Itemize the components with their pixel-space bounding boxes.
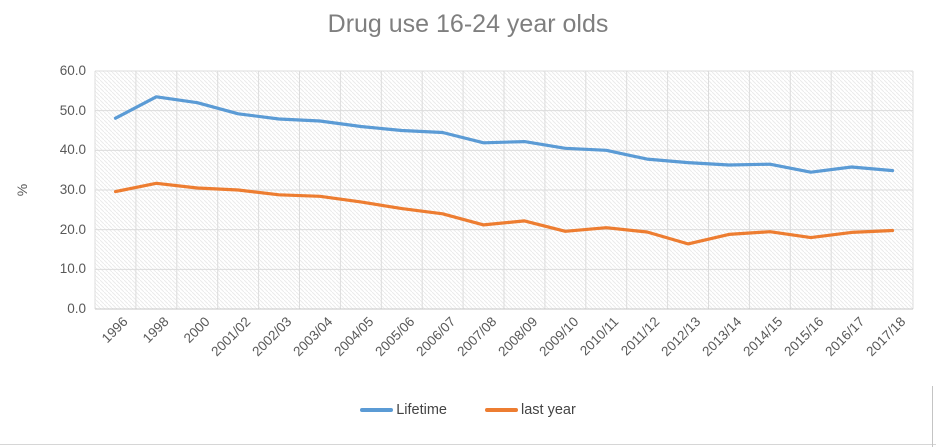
series-line-last-year — [113, 181, 895, 246]
y-tick-label: 20.0 — [59, 221, 86, 237]
y-tick-label: 60.0 — [59, 63, 86, 78]
lifetime-line-swatch — [360, 408, 394, 412]
legend-label-lifetime: Lifetime — [396, 402, 447, 418]
y-tick-label: 10.0 — [59, 261, 86, 277]
chart-title: Drug use 16-24 year olds — [327, 10, 609, 38]
legend-label-last-year: last year — [520, 402, 576, 418]
y-tick-label: 30.0 — [59, 182, 86, 197]
legend: Lifetime last year — [0, 402, 936, 418]
y-tick-label: 50.0 — [59, 102, 86, 118]
y-tick-label: 40.0 — [59, 142, 86, 158]
sheet-gridline-right — [932, 386, 933, 447]
legend-item-last-year: last year — [484, 402, 576, 418]
sheet-gridline-bottom — [0, 444, 936, 445]
y-tick-label: 0.0 — [67, 301, 86, 316]
series-line-lifetime — [113, 95, 895, 174]
last-year-line-swatch — [484, 408, 518, 412]
legend-item-lifetime: Lifetime — [360, 402, 447, 418]
